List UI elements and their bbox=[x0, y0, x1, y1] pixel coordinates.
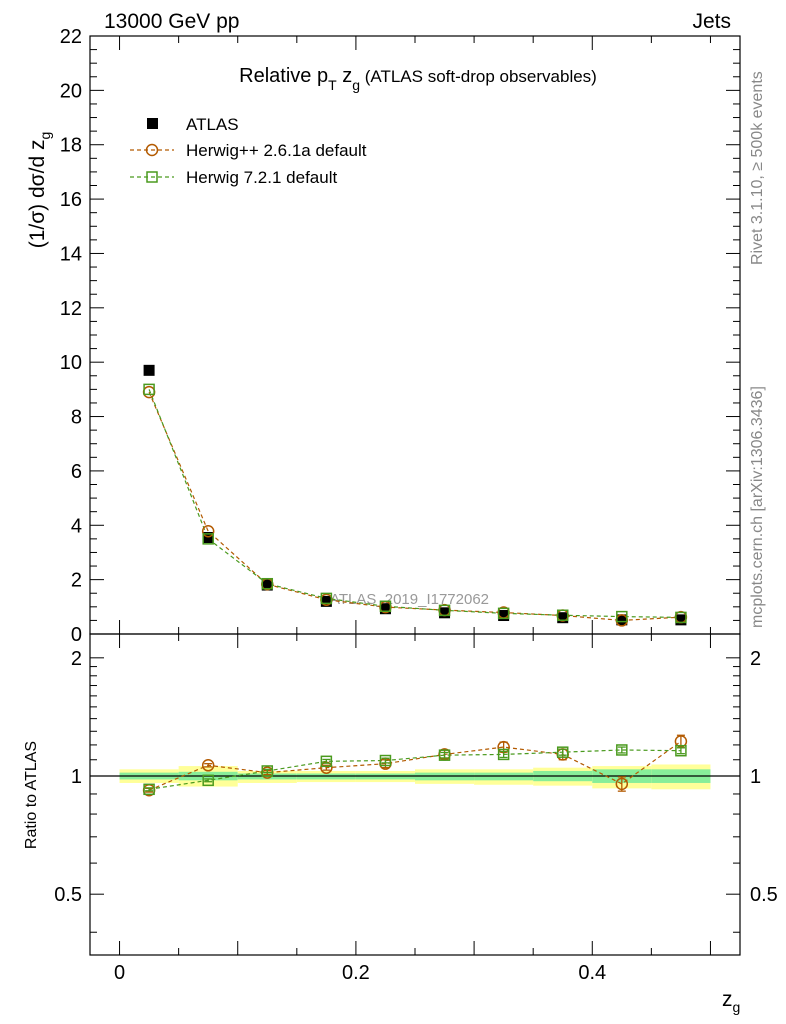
main-ytick-label-2: 4 bbox=[71, 515, 82, 537]
header-left: 13000 GeV pp bbox=[104, 10, 239, 33]
main-ytick-label-3: 6 bbox=[71, 461, 82, 483]
legend-label-herwig7: Herwig 7.2.1 default bbox=[186, 168, 337, 187]
main-ytick-label-7: 14 bbox=[60, 243, 82, 265]
ratio-series bbox=[142, 734, 688, 797]
legend-marker-herwigpp bbox=[145, 143, 159, 157]
legend-marker-herwig7 bbox=[146, 171, 158, 183]
ratio-xtick-label-1: 0.2 bbox=[342, 962, 370, 984]
ratio-line-1 bbox=[149, 749, 681, 790]
main-ytick-label-9: 18 bbox=[60, 135, 82, 157]
ratio-frame bbox=[89, 633, 741, 956]
main-point-herwigpp-1 bbox=[201, 525, 215, 538]
main-ytick-label-10: 20 bbox=[60, 80, 82, 102]
main-ytick-label-8: 16 bbox=[60, 189, 82, 211]
ratio-point-herwig7-1 bbox=[202, 774, 214, 787]
ratio-line-0 bbox=[148, 740, 682, 791]
ratio-point-herwig7-0 bbox=[143, 783, 155, 796]
main-point-herwig7-8 bbox=[616, 610, 628, 623]
ratio-point-herwigpp-8 bbox=[615, 777, 629, 791]
legend-label-herwigpp: Herwig++ 2.6.1a default bbox=[186, 141, 367, 160]
ratio-xlabel: zg bbox=[722, 988, 740, 1015]
main-ytick-label-5: 10 bbox=[60, 352, 82, 374]
watermark: ATLAS_2019_I1772062 bbox=[330, 591, 489, 608]
main-point-herwig7-6 bbox=[497, 607, 510, 620]
main-ytick-label-4: 8 bbox=[71, 407, 82, 429]
main-point-herwig7-4 bbox=[379, 600, 392, 613]
main-series bbox=[142, 364, 688, 627]
main-point-atlas-0 bbox=[143, 364, 155, 376]
main-axes: 0 2 4 6 8 10 12 14 16 18 20 22 bbox=[60, 26, 741, 646]
ratio-ytick-label-right-1: 1 bbox=[750, 766, 761, 788]
ratio-point-herwig7-3 bbox=[320, 755, 333, 768]
ratio-ytick-label-right-0: 0.5 bbox=[750, 884, 778, 906]
main-ytick-label-1: 2 bbox=[71, 570, 82, 592]
main-point-herwig7-9 bbox=[675, 611, 687, 624]
main-point-atlas-2 bbox=[261, 579, 273, 591]
main-point-atlas-5 bbox=[439, 607, 451, 619]
main-point-herwig7-1 bbox=[202, 533, 214, 545]
main-line-2 bbox=[148, 389, 681, 619]
ratio-point-herwig7-5 bbox=[438, 749, 451, 761]
main-point-herwig7-3 bbox=[320, 592, 333, 605]
main-ytick-label-11: 22 bbox=[60, 26, 82, 48]
ratio-point-herwig7-9 bbox=[675, 744, 687, 757]
ratio-ytick-label-2: 2 bbox=[71, 648, 82, 670]
ratio-point-herwigpp-9 bbox=[674, 735, 688, 748]
main-point-atlas-3 bbox=[320, 595, 332, 607]
legend: ATLAS Herwig++ 2.6.1a default Herwig 7.2… bbox=[130, 115, 367, 187]
ratio-point-herwig7-8 bbox=[616, 744, 628, 756]
main-point-atlas-6 bbox=[498, 610, 510, 622]
ratio-point-herwig7-7 bbox=[556, 746, 569, 758]
main-point-herwig7-0 bbox=[143, 383, 155, 396]
main-ylabel: (1/σ) dσ/d zg bbox=[26, 132, 53, 249]
main-ytick-label-0: 0 bbox=[71, 624, 82, 646]
main-ytick-label-6: 12 bbox=[60, 298, 82, 320]
main-title: Relative pT zg (ATLAS soft-drop observab… bbox=[239, 65, 597, 93]
main-point-atlas-8 bbox=[616, 614, 628, 626]
legend-label-atlas: ATLAS bbox=[186, 115, 239, 134]
ratio-point-herwig7-4 bbox=[379, 754, 392, 767]
ratio-ylabel: Ratio to ATLAS bbox=[23, 741, 40, 849]
legend-marker-atlas bbox=[147, 118, 158, 129]
ratio-point-herwigpp-1 bbox=[201, 759, 215, 772]
ratio-point-herwig7-2 bbox=[261, 765, 274, 777]
mcplots-note: mcplots.cern.ch [arXiv:1306.3436] bbox=[749, 386, 766, 628]
main-point-herwig7-2 bbox=[261, 577, 274, 590]
main-line-1 bbox=[148, 391, 681, 622]
main-point-atlas-1 bbox=[202, 532, 214, 544]
ratio-ytick-label-0: 0.5 bbox=[54, 884, 82, 906]
ratio-axes: 0.5 0.5 1 1 2 2 0 0.2 0.4 bbox=[54, 633, 778, 984]
ratio-point-herwig7-6 bbox=[497, 748, 510, 761]
main-point-atlas-4 bbox=[379, 603, 391, 615]
header-right: Jets bbox=[692, 10, 731, 33]
main-point-atlas-7 bbox=[557, 612, 569, 624]
ratio-ytick-label-1: 1 bbox=[71, 766, 82, 788]
ratio-xtick-label-0: 0 bbox=[114, 962, 125, 984]
main-point-herwig7-7 bbox=[556, 609, 569, 621]
rivet-note: Rivet 3.1.10, ≥ 500k events bbox=[749, 71, 766, 265]
ratio-ytick-label-right-2: 2 bbox=[750, 648, 761, 670]
ratio-xtick-label-2: 0.4 bbox=[578, 962, 606, 984]
main-point-atlas-9 bbox=[675, 614, 687, 626]
main-point-herwig7-5 bbox=[438, 604, 451, 617]
